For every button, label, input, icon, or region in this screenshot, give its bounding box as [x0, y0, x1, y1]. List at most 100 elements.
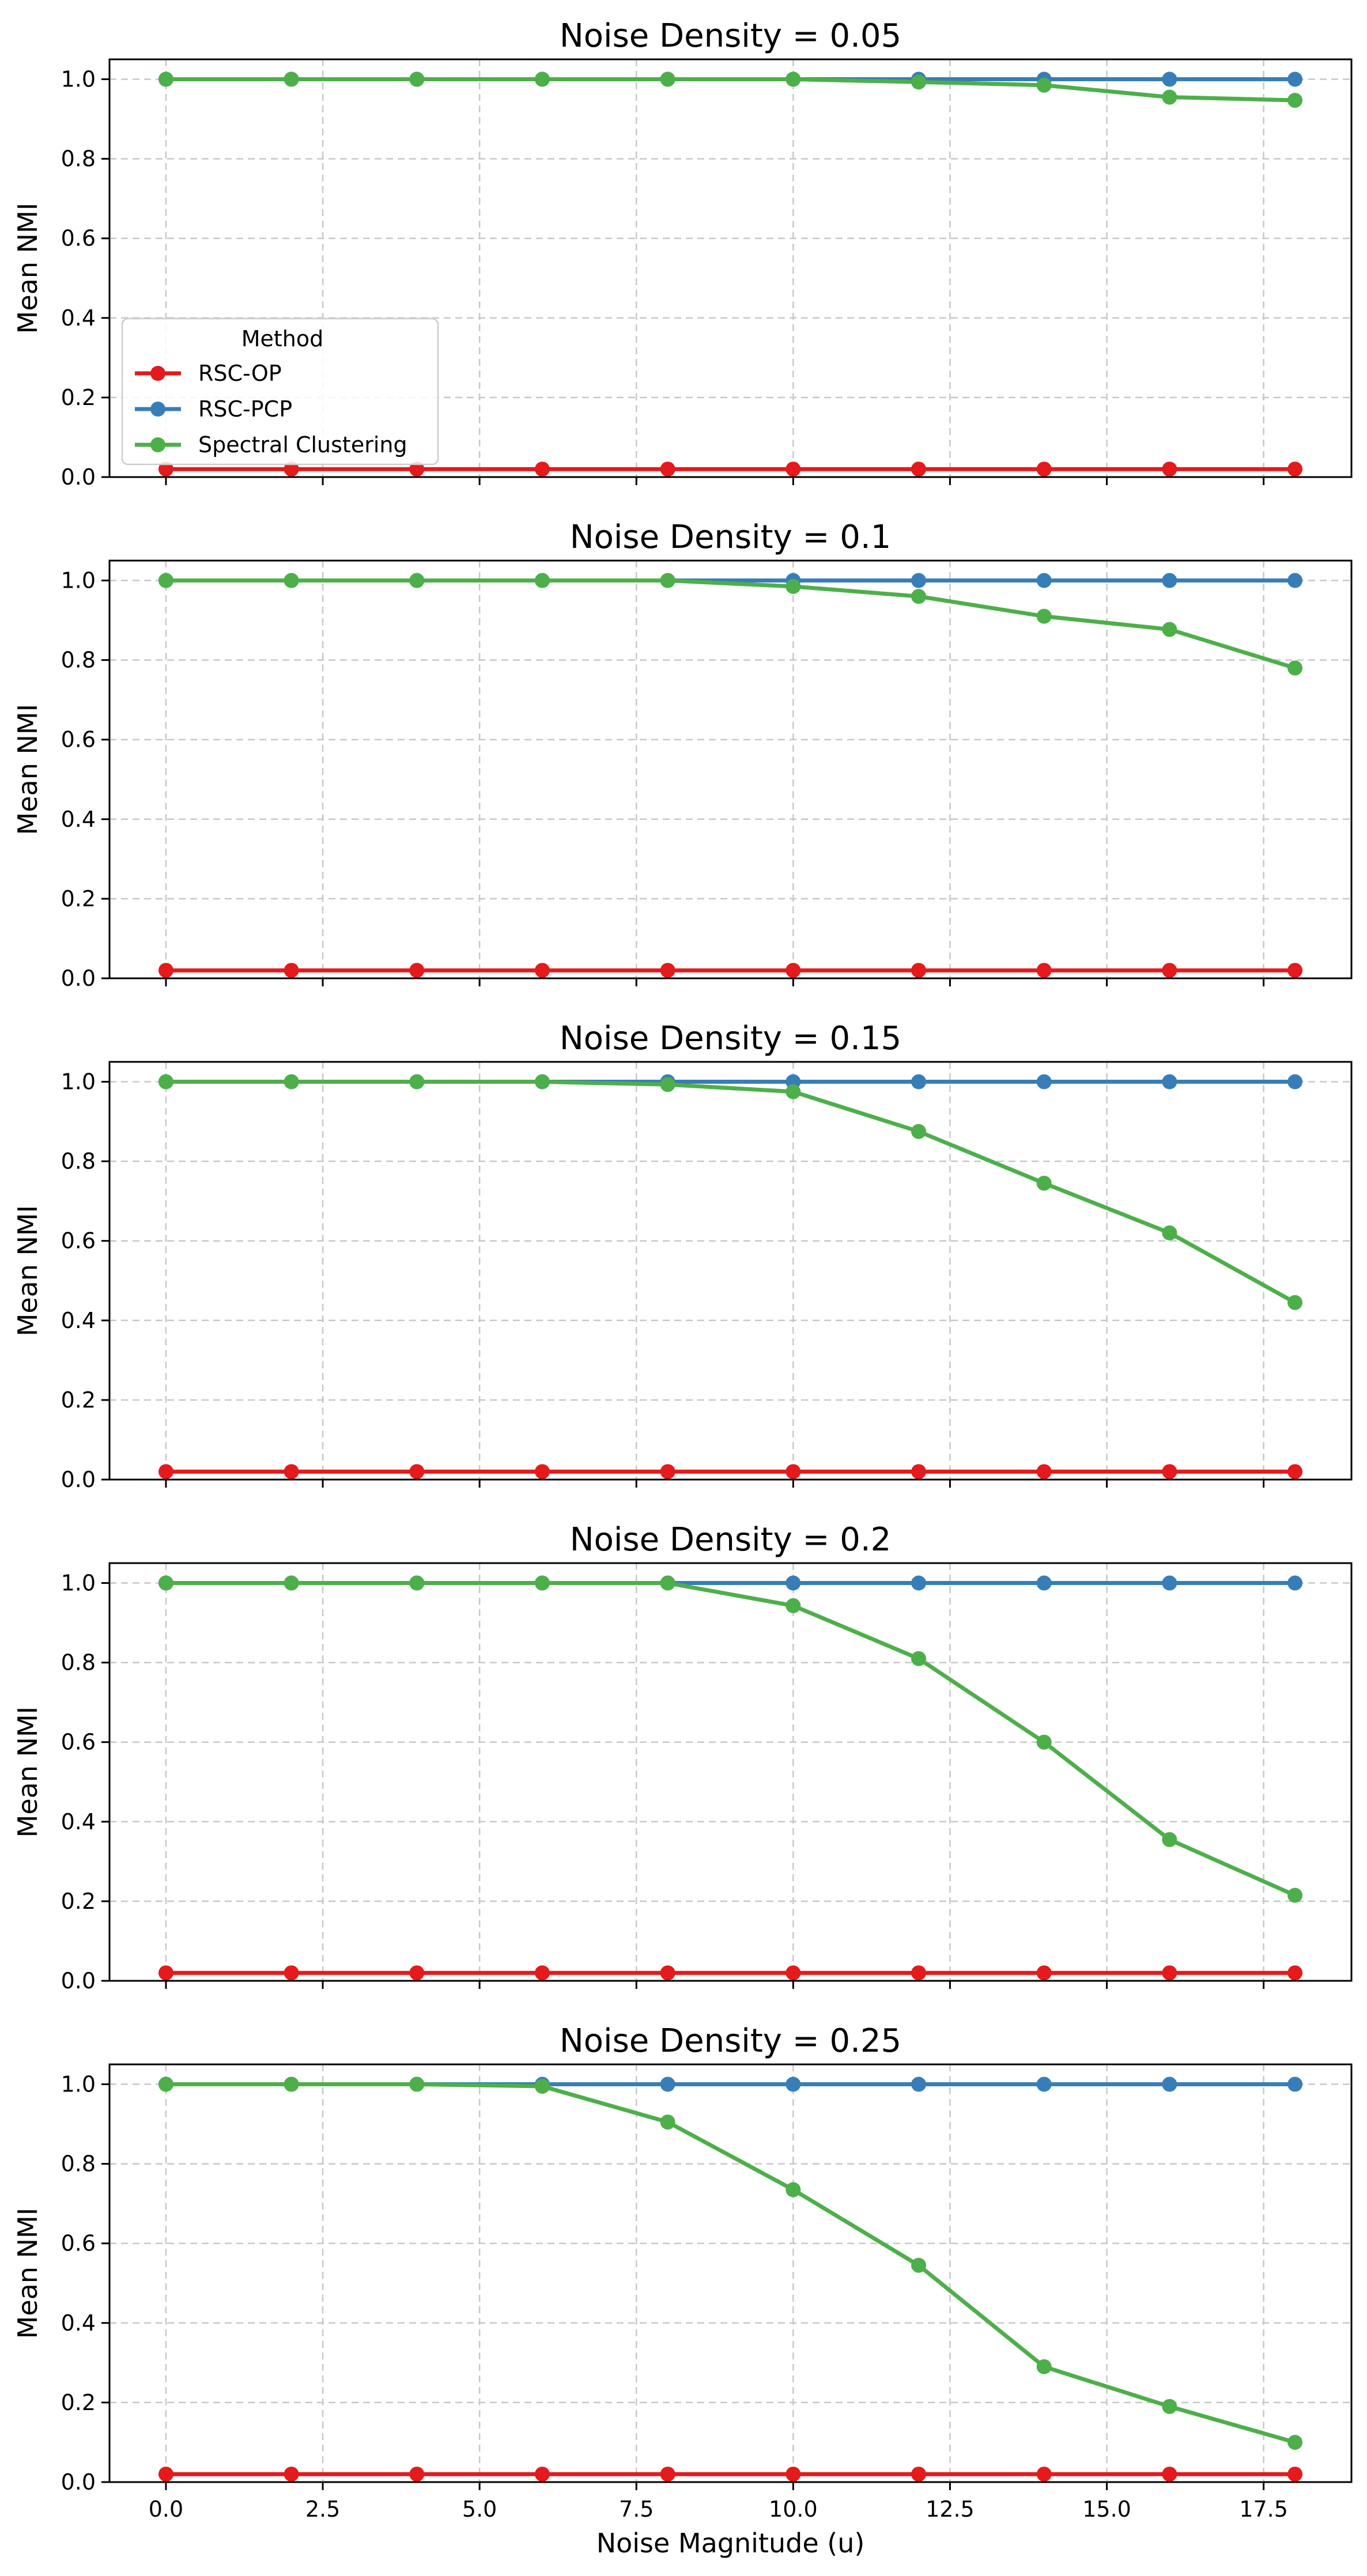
- data-point-rsc-pcp: [1287, 1074, 1303, 1090]
- data-point-rsc-op: [786, 1965, 801, 1981]
- y-tick-label: 0.6: [61, 727, 96, 752]
- data-point-rsc-op: [409, 1965, 425, 1981]
- data-point-rsc-pcp: [1036, 2076, 1052, 2092]
- x-tick-label: 7.5: [619, 2496, 654, 2522]
- data-point-spectral-clustering: [911, 2257, 927, 2273]
- data-point-rsc-op: [1036, 1965, 1052, 1981]
- y-tick-label: 0.4: [61, 2310, 96, 2336]
- data-point-rsc-pcp: [1287, 1575, 1303, 1591]
- data-point-spectral-clustering: [534, 573, 550, 588]
- legend-label-rsc-pcp: RSC-PCP: [198, 396, 292, 422]
- data-point-spectral-clustering: [911, 1651, 927, 1666]
- data-point-rsc-op: [1287, 2467, 1303, 2482]
- data-point-spectral-clustering: [1287, 1295, 1303, 1310]
- series-line-spectral-clustering: [164, 578, 1297, 670]
- data-point-rsc-pcp: [1287, 71, 1303, 87]
- series-line-spectral-clustering: [164, 2082, 1297, 2445]
- data-point-rsc-op: [911, 1965, 927, 1981]
- data-point-rsc-op: [409, 963, 425, 978]
- data-point-spectral-clustering: [284, 71, 299, 87]
- plot-frame: [108, 1562, 1353, 1982]
- data-point-rsc-op: [284, 462, 299, 477]
- plot-area: [109, 2064, 1351, 2482]
- data-point-spectral-clustering: [409, 1575, 425, 1591]
- y-tick-label: 0.0: [61, 1968, 96, 1994]
- y-axis-label: Mean NMI: [12, 2208, 43, 2339]
- data-point-rsc-op: [911, 462, 927, 477]
- data-point-rsc-pcp: [911, 2076, 927, 2092]
- data-point-spectral-clustering: [786, 578, 801, 594]
- panel-5: 0.0 0.2 0.4 0.6 0.8 1.0 0.0 2.5 5.0 7.5 10.0 12.5 15…: [12, 2022, 1353, 2559]
- y-tick-label: 1.0: [61, 568, 96, 593]
- data-point-rsc-op: [409, 462, 425, 477]
- data-point-spectral-clustering: [1287, 93, 1303, 108]
- y-tick-label: 0.2: [61, 886, 96, 911]
- y-axis-label: Mean NMI: [12, 1707, 43, 1838]
- y-tick-label: 0.4: [61, 305, 96, 331]
- data-point-rsc-pcp: [911, 1074, 927, 1090]
- data-point-rsc-op: [1287, 462, 1303, 477]
- data-point-spectral-clustering: [158, 573, 173, 588]
- data-point-spectral-clustering: [534, 2078, 550, 2094]
- legend-marker-rsc-pcp: [150, 402, 165, 417]
- data-point-rsc-pcp: [1162, 1575, 1177, 1591]
- x-tick-label: 0.0: [149, 2496, 183, 2522]
- panel-title: Noise Density = 0.15: [560, 1020, 901, 1057]
- panel-title: Noise Density = 0.1: [570, 519, 892, 556]
- data-point-spectral-clustering: [911, 589, 927, 604]
- y-tick-label: 0.4: [61, 1809, 96, 1834]
- panel-title: Noise Density = 0.25: [560, 2022, 901, 2060]
- data-point-rsc-pcp: [1036, 1575, 1052, 1591]
- data-point-spectral-clustering: [1162, 89, 1177, 105]
- y-tick-label: 0.4: [61, 807, 96, 832]
- data-point-spectral-clustering: [911, 1124, 927, 1139]
- data-point-rsc-op: [786, 2467, 801, 2482]
- data-point-rsc-op: [1036, 2467, 1052, 2482]
- data-point-rsc-op: [660, 1965, 675, 1981]
- x-tick-label: 2.5: [305, 2496, 340, 2522]
- y-tick-label: 0.2: [61, 1387, 96, 1413]
- data-point-rsc-op: [158, 462, 173, 477]
- data-point-rsc-pcp: [1162, 2076, 1177, 2092]
- data-point-spectral-clustering: [284, 1074, 299, 1090]
- data-point-spectral-clustering: [284, 1575, 299, 1591]
- data-point-spectral-clustering: [158, 71, 173, 87]
- data-point-rsc-pcp: [911, 573, 927, 588]
- data-point-rsc-pcp: [1287, 2076, 1303, 2092]
- data-point-spectral-clustering: [1162, 2399, 1177, 2414]
- legend-label-spectral-clustering: Spectral Clustering: [198, 432, 407, 457]
- y-tick-label: 0.0: [61, 2469, 96, 2495]
- legend-marker-rsc-op: [150, 366, 165, 381]
- panel-title: Noise Density = 0.05: [560, 17, 901, 55]
- data-point-spectral-clustering: [1287, 2434, 1303, 2450]
- data-point-spectral-clustering: [1036, 1734, 1052, 1750]
- data-point-rsc-op: [1162, 462, 1177, 477]
- data-point-spectral-clustering: [409, 2076, 425, 2092]
- data-point-rsc-pcp: [1162, 573, 1177, 588]
- y-tick-label: 0.8: [61, 1650, 96, 1675]
- data-point-rsc-pcp: [1287, 573, 1303, 588]
- data-point-rsc-op: [911, 963, 927, 978]
- data-point-rsc-op: [1036, 462, 1052, 477]
- data-point-spectral-clustering: [1036, 2359, 1052, 2374]
- data-point-rsc-op: [534, 1965, 550, 1981]
- data-point-spectral-clustering: [786, 1598, 801, 1613]
- panel-4: 0.0 0.2 0.4 0.6 0.8 1.0 Noise Density = 0.2 Mea…: [12, 1521, 1353, 1994]
- plot-frame: [108, 58, 1353, 478]
- data-point-rsc-op: [284, 2467, 299, 2482]
- y-tick-label: 0.2: [61, 1889, 96, 1914]
- data-point-rsc-op: [1162, 2467, 1177, 2482]
- data-point-rsc-pcp: [786, 1575, 801, 1591]
- legend: Method RSC-OP RSC-PCP Spectral Clustering: [121, 317, 439, 466]
- data-point-rsc-op: [1162, 963, 1177, 978]
- data-point-rsc-op: [786, 462, 801, 477]
- panel-3: 0.0 0.2 0.4 0.6 0.8 1.0 Noise Density = 0.15 Me…: [12, 1020, 1353, 1492]
- data-point-rsc-op: [284, 963, 299, 978]
- data-point-rsc-op: [158, 963, 173, 978]
- data-point-rsc-op: [1036, 1464, 1052, 1480]
- data-point-spectral-clustering: [284, 573, 299, 588]
- data-point-rsc-op: [1287, 1965, 1303, 1981]
- x-tick-label: 17.5: [1239, 2496, 1288, 2522]
- y-tick-label: 0.0: [61, 966, 96, 991]
